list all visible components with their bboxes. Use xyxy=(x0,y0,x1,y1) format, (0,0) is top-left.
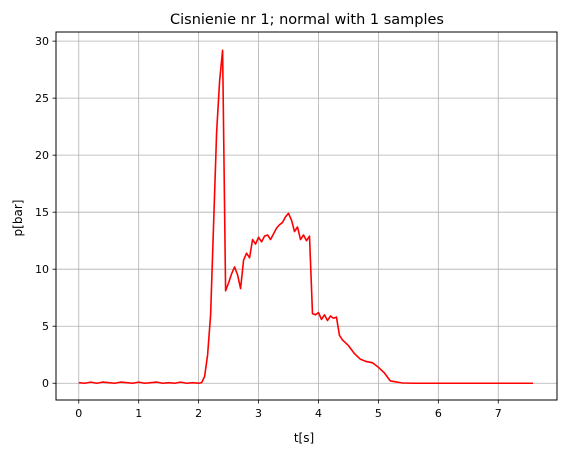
grid xyxy=(56,32,557,400)
y-tick-label: 15 xyxy=(35,206,49,219)
y-tick-label: 10 xyxy=(35,263,49,276)
x-tick-label: 2 xyxy=(195,407,202,420)
x-tick-label: 0 xyxy=(75,407,82,420)
series-layer xyxy=(78,49,534,385)
x-axis-label: t[s] xyxy=(294,431,314,445)
plot-frame xyxy=(55,31,558,401)
series-line xyxy=(78,49,534,385)
y-tick-label: 5 xyxy=(42,320,49,333)
x-tick-label: 4 xyxy=(315,407,322,420)
y-tick-label: 30 xyxy=(35,35,49,48)
y-tick-label: 25 xyxy=(35,92,49,105)
y-tick-label: 20 xyxy=(35,149,49,162)
chart-title: Cisnienie nr 1; normal with 1 samples xyxy=(170,12,444,28)
x-tick-label: 1 xyxy=(135,407,142,420)
x-tick-label: 3 xyxy=(255,407,262,420)
x-tick-label: 5 xyxy=(375,407,382,420)
x-axis-ticks: 0 1 2 3 4 5 6 7 xyxy=(75,400,502,420)
y-axis-label: p[bar] xyxy=(11,200,25,237)
x-tick-label: 6 xyxy=(435,407,442,420)
y-tick-label: 0 xyxy=(42,377,49,390)
y-axis-ticks: 0 5 10 15 20 25 30 xyxy=(35,35,56,390)
x-tick-label: 7 xyxy=(495,407,502,420)
